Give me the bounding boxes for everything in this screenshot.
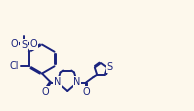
Text: S: S — [21, 40, 27, 50]
Text: N: N — [73, 77, 81, 87]
Text: O: O — [11, 39, 18, 49]
Text: S: S — [107, 62, 113, 72]
Text: Cl: Cl — [10, 61, 19, 71]
Text: O: O — [42, 86, 49, 96]
Text: N: N — [54, 77, 61, 87]
Text: O: O — [83, 86, 90, 96]
Text: O: O — [30, 39, 37, 49]
